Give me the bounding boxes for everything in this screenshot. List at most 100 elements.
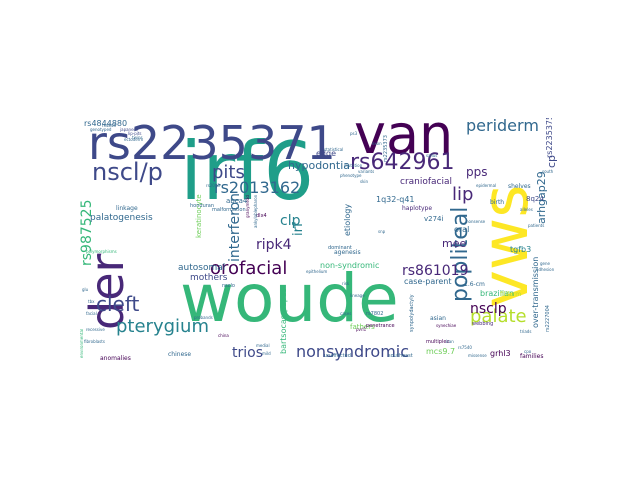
word-haplotype: haplotype xyxy=(402,205,433,212)
word-tgfb3: tgfb3 xyxy=(510,245,532,254)
word-pps: pps xyxy=(466,165,488,179)
word-rs2013: rs2013 xyxy=(206,183,220,188)
word-granymead: granymead xyxy=(245,195,250,218)
word-mild: mild xyxy=(262,351,271,356)
word-craniofacial: craniofacial xyxy=(400,177,453,187)
word-mothers: mothers xyxy=(190,273,228,283)
word-nscl-p: nscl/p xyxy=(92,158,163,186)
word-irf: irf xyxy=(291,222,306,236)
word-lineage: lineage xyxy=(350,293,365,298)
word-anomalies: anomalies xyxy=(100,355,131,362)
word-etiology: etiology xyxy=(343,203,352,236)
word-agenesis: agenesis xyxy=(334,249,361,256)
word-rs2013162: rs2013162 xyxy=(214,178,301,197)
word-dlx4: dlx4 xyxy=(256,213,267,219)
word-gene: gene xyxy=(540,261,550,266)
word-japanese: japanese xyxy=(120,127,139,132)
word-recessive: recessive xyxy=(86,327,105,332)
word-hypodontia: hypodontia xyxy=(288,159,350,172)
word-south: south xyxy=(542,169,554,174)
word-irf6: irf6 xyxy=(180,125,315,218)
word-bartsocas-papas: bartsocas-papas xyxy=(279,288,288,354)
word-nonsense: nonsense xyxy=(466,219,486,224)
word-v274i: v274i xyxy=(424,215,444,223)
word-cpo: cpo xyxy=(524,349,532,354)
word-ectoderm: ectoderm xyxy=(124,137,144,142)
word-medial: medial xyxy=(256,343,270,348)
word-southeast: southeast xyxy=(388,353,413,359)
word-fibroblasts: fibroblasts xyxy=(84,339,105,344)
word-phenotype: phenotype xyxy=(340,173,362,178)
word-periderm: periderm xyxy=(466,118,539,135)
word-non-syndromic: non-syndromic xyxy=(320,261,380,270)
word-cloud: irf6 woude vws van rs2235371 der nscl/p … xyxy=(80,118,560,362)
word-oral: oral xyxy=(454,225,470,234)
word-lip: lip xyxy=(452,184,474,205)
word-rs7540: rs7540 xyxy=(458,345,472,350)
word-rs2235373: rs2235373 xyxy=(383,135,389,162)
word-palate: palate xyxy=(470,306,527,327)
word-pterygium: pterygium xyxy=(116,316,209,337)
word-unaffected: unaffected xyxy=(324,353,351,359)
word-trios: trios xyxy=(232,345,263,361)
word-birth: birth xyxy=(490,199,505,206)
word-chinese: chinese xyxy=(168,351,192,358)
word-alleles: alleles xyxy=(520,207,533,212)
word-rs2227004: rs2227004 xyxy=(545,305,551,332)
word-brazilian: brazilian xyxy=(480,289,515,298)
word-abca4: abca4 xyxy=(226,197,248,205)
word-ankyloblepharon: ankyloblepharon xyxy=(253,194,258,228)
word-glu: glu xyxy=(82,287,89,292)
word-snp: snp xyxy=(378,229,386,234)
word-rs4844: rs4844 xyxy=(102,123,116,128)
word-lip-pits: lip-pits xyxy=(128,131,142,136)
word-woude: woude xyxy=(180,260,399,337)
word-palatogenesis: palatogenesis xyxy=(90,213,153,223)
word-ripk4: ripk4 xyxy=(256,237,292,253)
word-shelves: shelves xyxy=(508,183,531,190)
word-sallus: sallus xyxy=(426,153,438,158)
word-clp: clp xyxy=(280,213,301,229)
word-nonsyndromic: nonsyndromic xyxy=(296,342,410,361)
word-china: china xyxy=(218,333,229,338)
word-missense: missense xyxy=(468,353,487,358)
word-iran: iran xyxy=(446,339,454,344)
word-linkage: linkage xyxy=(116,205,138,212)
word-orofacial: orofacial xyxy=(210,258,288,279)
word-epithelium: epithelium xyxy=(306,269,328,274)
word-variants: variants xyxy=(358,169,375,174)
word-1q32-q41: 1q32-q41 xyxy=(376,195,415,204)
word-pits: pits xyxy=(212,162,245,183)
word-statistical: statistical xyxy=(324,147,344,152)
word-nsclp: nsclp xyxy=(470,301,507,317)
word-webbing: webbing xyxy=(472,321,494,327)
word-1-6-cm: 1.6-cm xyxy=(464,281,485,288)
word-mcs9-7: mcs9.7 xyxy=(426,347,456,356)
word-epidermal: epidermal xyxy=(476,183,497,188)
word-case-parent: case-parent xyxy=(404,277,452,286)
word-multiplex: multiplex xyxy=(426,339,450,345)
word-8q24: 8q24 xyxy=(526,195,544,203)
word-asian: asian xyxy=(430,315,446,322)
word-dominant: dominant xyxy=(328,245,352,251)
word-rs642961: rs642961 xyxy=(350,150,455,175)
word-edge: edge xyxy=(316,149,336,158)
word-ps3: ps3 xyxy=(350,131,358,136)
word-genotyped: genotyped xyxy=(90,127,112,132)
word-polymorphisms: polymorphisms xyxy=(86,249,117,254)
word-grhl3: grhl3 xyxy=(490,349,511,358)
word-penetrance: penetrance xyxy=(366,323,395,329)
word-adhesion: adhesion xyxy=(536,267,555,272)
word-triads: triads xyxy=(520,329,532,334)
word-skin: skin xyxy=(360,179,369,184)
word-patients: patients xyxy=(528,223,545,228)
word-pvrl1: pvrl1 xyxy=(356,327,367,332)
word-mutation: mutation xyxy=(344,163,363,168)
word-synechiae: synechiae xyxy=(436,323,457,328)
word-rs4844880: rs4844880 xyxy=(84,119,128,128)
word-exon: exon xyxy=(372,141,382,146)
word-tbx: tbx xyxy=(88,299,95,304)
word-cases: cases xyxy=(340,311,352,316)
word-filiform: filiform xyxy=(500,291,522,298)
word-honduran: honduran xyxy=(190,203,215,209)
